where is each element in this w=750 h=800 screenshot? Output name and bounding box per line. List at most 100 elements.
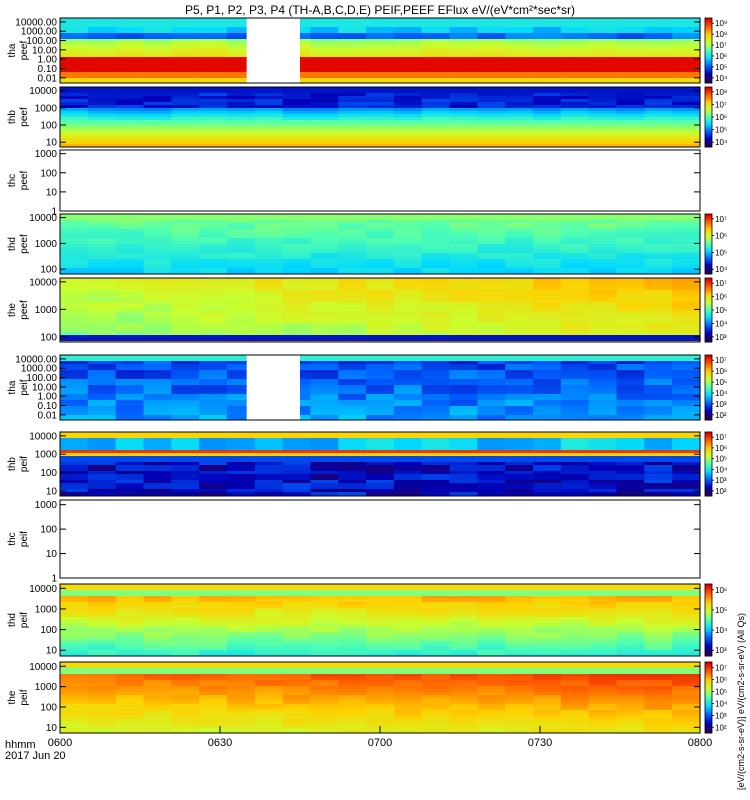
heatmap-cell xyxy=(60,220,89,224)
heatmap-cell xyxy=(199,468,228,472)
heatmap-cell xyxy=(449,241,478,245)
heatmap-cell xyxy=(533,45,562,49)
heatmap-cell xyxy=(338,620,367,624)
heatmap-cell xyxy=(171,608,200,612)
heatmap-cell xyxy=(87,323,117,327)
colorbar-step xyxy=(705,117,712,120)
heatmap-cell xyxy=(533,105,562,109)
colorbar-tick-label: 10⁵ xyxy=(715,126,727,135)
heatmap-cell xyxy=(226,66,256,70)
heatmap-cell xyxy=(421,60,451,64)
heatmap-cell xyxy=(115,66,145,70)
heatmap-cell xyxy=(310,653,339,656)
heatmap-cell xyxy=(421,308,451,312)
heatmap-cell xyxy=(310,138,339,142)
heatmap-cell xyxy=(171,447,200,451)
colorbar-step xyxy=(705,464,712,467)
heatmap-cell xyxy=(421,632,451,636)
heatmap-cell xyxy=(60,611,89,615)
heatmap-cell xyxy=(616,406,645,410)
heatmap-cell xyxy=(226,406,256,410)
heatmap-cell xyxy=(672,620,701,624)
heatmap-cell xyxy=(505,447,534,451)
heatmap-cell xyxy=(282,441,312,445)
heatmap-cell xyxy=(588,284,618,288)
heatmap-cell xyxy=(588,620,618,624)
heatmap-cell xyxy=(393,27,423,31)
heatmap-cell xyxy=(449,644,478,648)
heatmap-cell xyxy=(87,412,117,416)
heatmap-cell xyxy=(505,284,534,288)
heatmap-cell xyxy=(199,465,228,469)
heatmap-cell xyxy=(226,722,256,726)
heatmap-cell xyxy=(143,63,172,67)
heatmap-cell xyxy=(226,438,256,442)
heatmap-cell xyxy=(449,81,478,83)
heatmap-cell xyxy=(505,114,534,118)
ytick-label: 100 xyxy=(40,121,57,132)
heatmap-cell xyxy=(560,311,590,315)
heatmap-cell xyxy=(115,713,145,717)
heatmap-cell xyxy=(505,698,534,702)
colorbar-tick-label: 10⁵ xyxy=(715,378,727,387)
heatmap-cell xyxy=(421,409,451,413)
heatmap-cell xyxy=(644,632,673,636)
heatmap-cell xyxy=(310,731,339,733)
heatmap-cell xyxy=(366,444,395,448)
colorbar-step xyxy=(705,413,712,417)
heatmap-cell xyxy=(588,379,618,383)
heatmap-cell xyxy=(143,24,172,28)
heatmap-cell xyxy=(672,364,701,368)
heatmap-cell xyxy=(588,728,618,732)
heatmap-cell xyxy=(672,232,701,236)
heatmap-cell xyxy=(533,81,562,83)
heatmap-cell xyxy=(533,379,562,383)
heatmap-cell xyxy=(226,244,256,248)
heatmap-cell xyxy=(310,710,339,714)
heatmap-cell xyxy=(616,271,645,274)
heatmap-cell xyxy=(199,364,228,368)
heatmap-cell xyxy=(393,465,423,469)
heatmap-cell xyxy=(171,244,200,248)
heatmap-cell xyxy=(672,692,701,696)
heatmap-cell xyxy=(282,305,312,309)
heatmap-cell xyxy=(366,27,395,31)
heatmap-cell xyxy=(588,388,618,392)
colorbar-step xyxy=(705,387,712,391)
heatmap-cell xyxy=(616,117,645,121)
panel-label-probe: tha xyxy=(7,43,18,57)
heatmap-cell xyxy=(60,57,89,61)
heatmap-cell xyxy=(115,635,145,639)
heatmap-cell xyxy=(366,308,395,312)
heatmap-cell xyxy=(282,626,312,630)
heatmap-cell xyxy=(421,617,451,621)
heatmap-cell xyxy=(254,456,284,460)
heatmap-cell xyxy=(338,21,367,25)
heatmap-cell xyxy=(171,489,200,493)
heatmap-cell xyxy=(421,18,451,22)
heatmap-cell xyxy=(366,232,395,236)
heatmap-cell xyxy=(672,677,701,681)
heatmap-cell xyxy=(449,223,478,227)
heatmap-cell xyxy=(449,329,478,333)
heatmap-cell xyxy=(171,21,200,25)
heatmap-cell xyxy=(338,265,367,269)
heatmap-cell xyxy=(338,590,367,594)
heatmap-cell xyxy=(477,326,506,330)
heatmap-cell xyxy=(226,388,256,392)
heatmap-cell xyxy=(254,253,284,257)
heatmap-cell xyxy=(672,373,701,377)
heatmap-cell xyxy=(560,278,590,282)
heatmap-cell xyxy=(505,54,534,58)
heatmap-cell xyxy=(616,611,645,615)
heatmap-cell xyxy=(310,24,339,28)
heatmap-cell xyxy=(505,223,534,227)
heatmap-cell xyxy=(366,605,395,609)
heatmap-cell xyxy=(226,132,256,136)
heatmap-cell xyxy=(171,256,200,260)
heatmap-cell xyxy=(143,284,172,288)
heatmap-cell xyxy=(588,596,618,600)
colorbar-frame xyxy=(704,213,713,275)
colorbar-step xyxy=(705,673,712,677)
